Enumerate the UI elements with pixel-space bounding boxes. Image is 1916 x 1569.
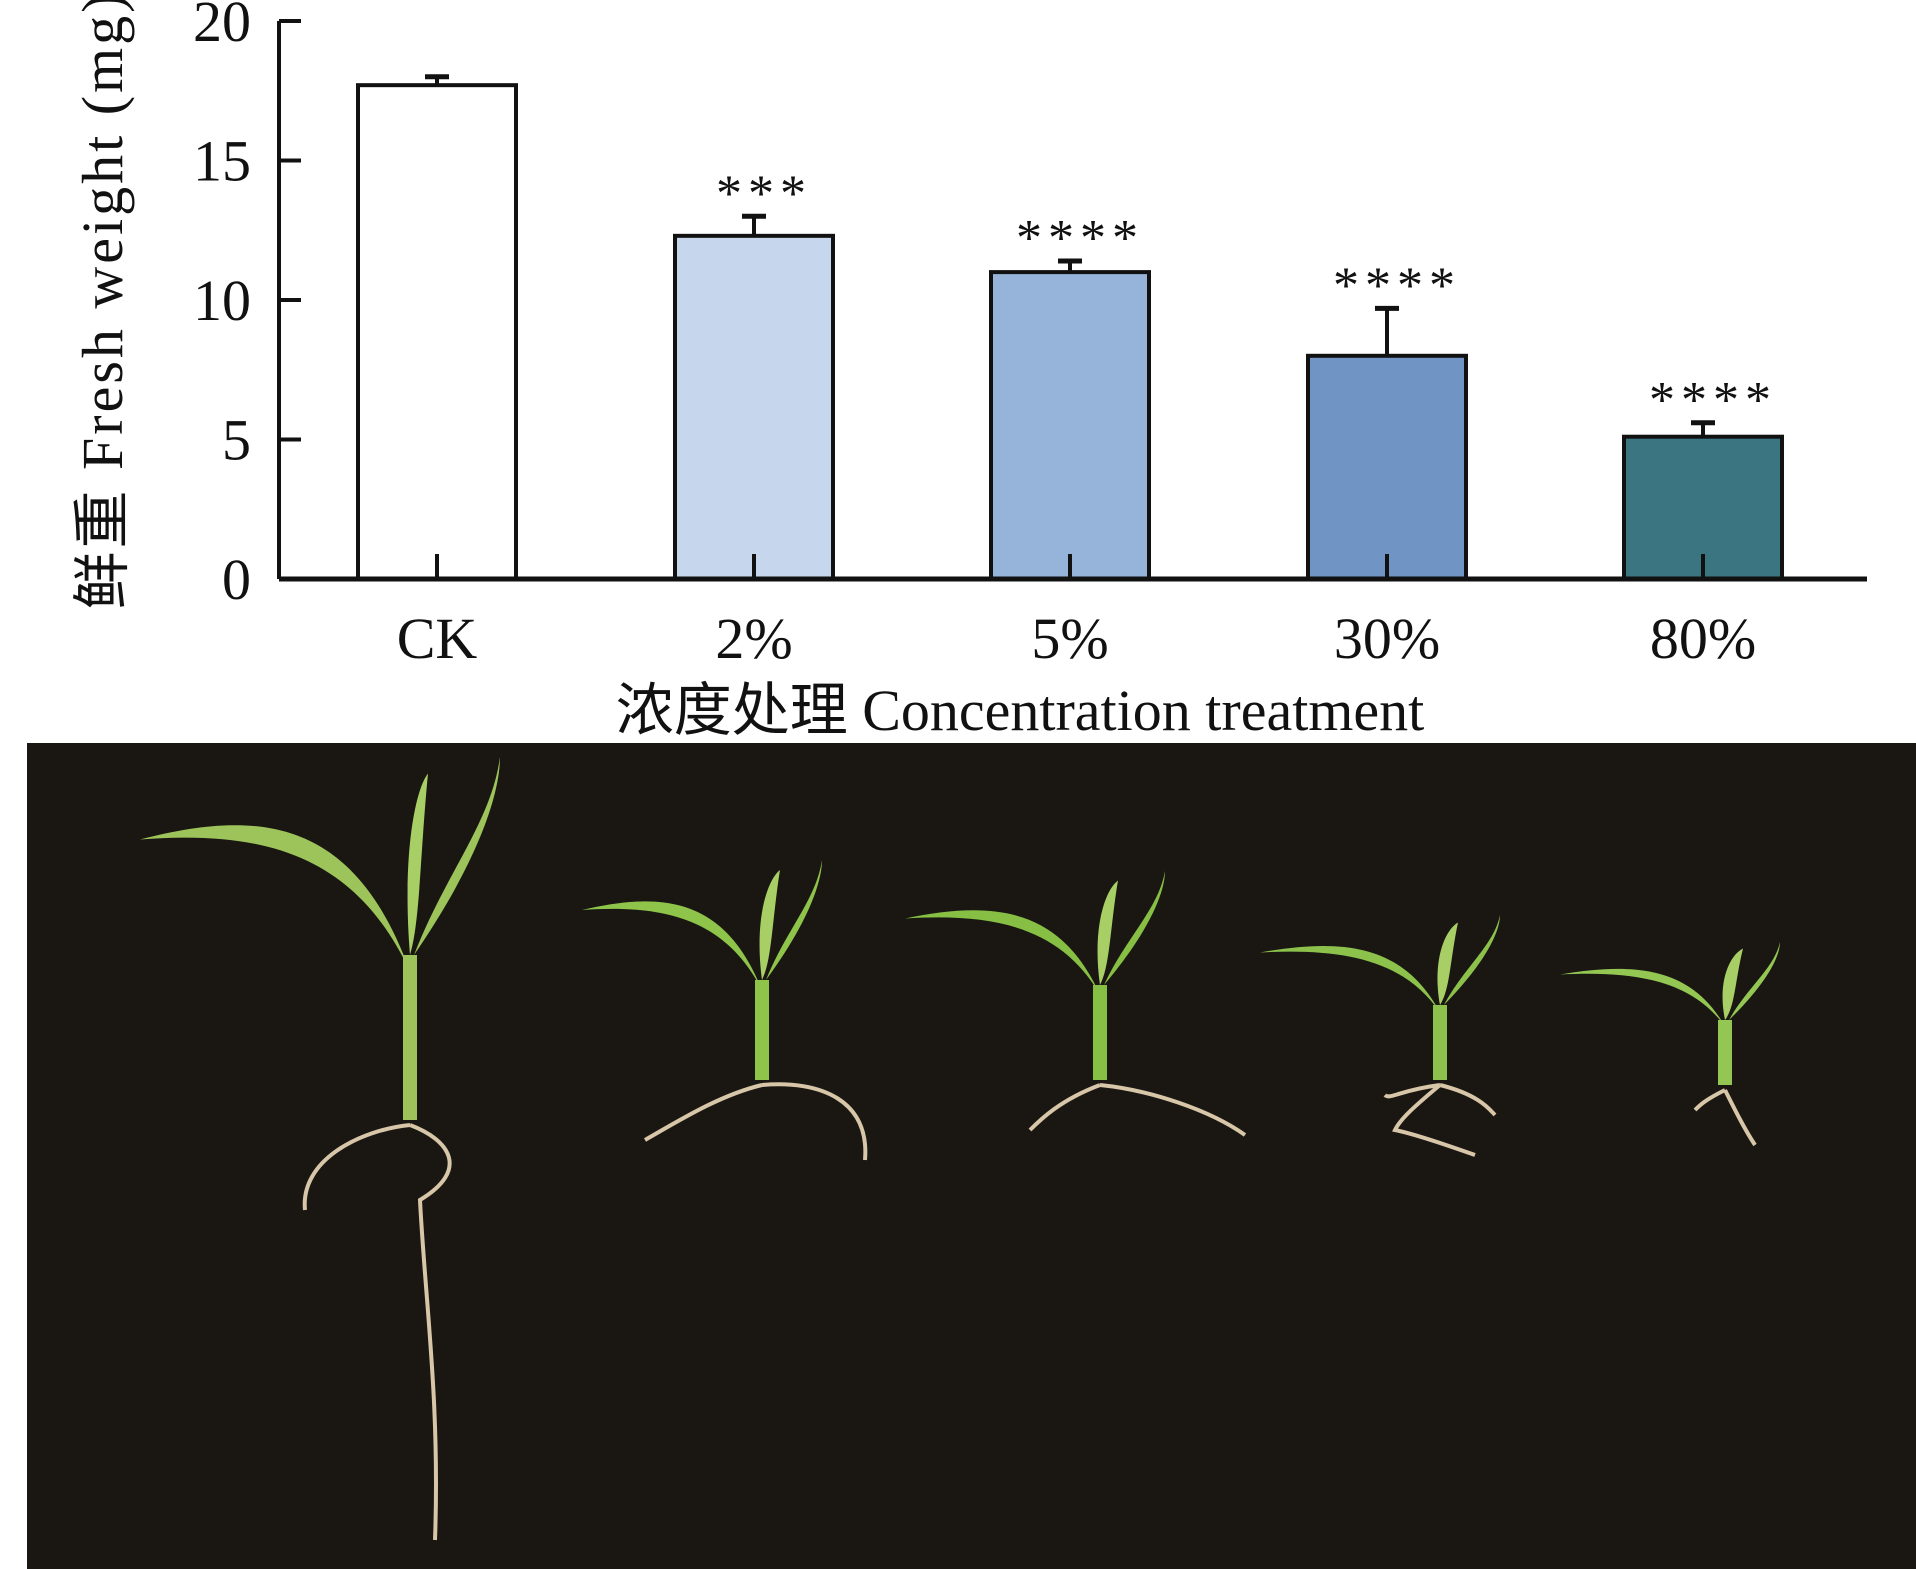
- seedling-leaf: [766, 860, 822, 980]
- seedling-leaf: [1437, 922, 1458, 1005]
- significance-label: ****: [1333, 257, 1461, 314]
- x-tick-label: 80%: [1650, 606, 1756, 671]
- axes-group: CK 2% 5% 30% 80% 0 5 10 15 20: [193, 0, 1867, 671]
- seedling-roots: [644, 1082, 868, 1161]
- bar-1: [673, 233, 835, 582]
- seedling-3: [1260, 915, 1500, 1157]
- significance-label: ***: [716, 165, 812, 222]
- bar-2: [989, 270, 1151, 581]
- seedling-leaf: [1729, 942, 1780, 1020]
- y-tick-label: 10: [193, 268, 251, 333]
- seedling-2: [905, 871, 1247, 1137]
- y-tick-label: 0: [222, 547, 251, 612]
- seedling-leaf: [414, 757, 500, 955]
- bar-0: [356, 83, 518, 581]
- x-axis-title: 浓度处理 Concentration treatment: [616, 678, 1425, 743]
- y-tick-label: 15: [193, 129, 251, 194]
- x-tick-label: CK: [397, 606, 478, 671]
- significance-label: ****: [1016, 210, 1144, 267]
- bars-group: ***************: [356, 74, 1784, 582]
- y-tick-label: 20: [193, 0, 251, 54]
- y-tick-label: 5: [222, 408, 251, 473]
- seedling-0: [140, 757, 500, 1541]
- seedling-roots: [1693, 1088, 1757, 1147]
- y-axis-title: 鲜重 Fresh weight (mg): [70, 0, 135, 610]
- seedling-roots: [1383, 1083, 1497, 1157]
- seedling-roots: [302, 1123, 452, 1541]
- seedling-photo: [27, 743, 1916, 1569]
- x-tick-label: 2%: [715, 606, 792, 671]
- seedling-leaf: [1097, 880, 1118, 985]
- seedling-leaf: [1444, 915, 1500, 1005]
- seedling-leaf: [1104, 871, 1165, 985]
- seedling-roots: [1028, 1083, 1247, 1137]
- seedling-leaf: [1722, 948, 1743, 1020]
- seedling-1: [582, 860, 868, 1161]
- bar-3: [1306, 353, 1468, 581]
- x-tick-label: 30%: [1334, 606, 1440, 671]
- seedling-leaf: [407, 773, 428, 955]
- x-tick-label: 5%: [1031, 606, 1108, 671]
- seedling-4: [1560, 942, 1780, 1147]
- seedling-leaf: [759, 870, 780, 980]
- significance-label: ****: [1649, 372, 1777, 429]
- photo-background: [27, 743, 1916, 1569]
